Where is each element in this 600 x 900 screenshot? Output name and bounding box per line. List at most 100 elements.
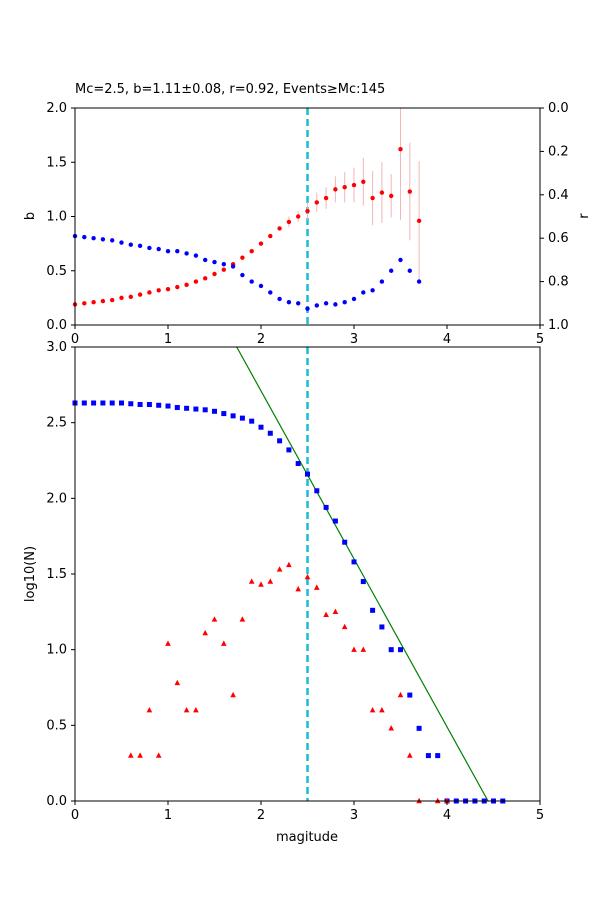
r-value-point — [230, 264, 236, 269]
cumulative-count-point — [239, 415, 245, 421]
cumulative-count-point — [109, 400, 115, 406]
cumulative-count-point — [407, 692, 413, 698]
noncumulative-count-point — [304, 573, 311, 580]
b-value-point — [100, 298, 106, 304]
r-value-point — [370, 288, 375, 293]
y-tick-label: 2.5 — [46, 416, 67, 431]
noncumulative-count-point — [295, 585, 301, 592]
cumulative-count-point — [435, 753, 441, 759]
r-value-point — [407, 268, 412, 273]
right-y-tick-label: 0.2 — [548, 144, 569, 159]
r-value-point — [268, 290, 273, 295]
b-value-point — [91, 300, 96, 305]
noncumulative-count-point — [146, 707, 153, 713]
r-value-point — [240, 272, 245, 278]
x-tick-label: 5 — [536, 332, 544, 347]
cumulative-count-point — [342, 539, 348, 545]
r-value-point — [398, 257, 403, 263]
r-value-point — [286, 300, 292, 305]
b-value-point — [128, 294, 133, 299]
cumulative-count-point — [81, 400, 87, 406]
noncumulative-count-point — [137, 752, 143, 758]
x-tick-label: 2 — [257, 808, 265, 823]
r-value-point — [249, 279, 254, 284]
b-value-point — [323, 195, 329, 201]
b-value-point — [137, 292, 143, 297]
r-value-point — [119, 240, 124, 245]
r-value-point — [323, 301, 329, 306]
x-tick-label: 4 — [443, 808, 451, 823]
cumulative-count-point — [360, 579, 366, 585]
bottom-x-ticks: 0 1 2 3 4 5 — [71, 801, 544, 823]
cumulative-count-point — [146, 402, 152, 408]
b-value-chart: Mc=2.5, b=1.11±0.08, r=0.92, Events≥Mc:1… — [23, 82, 592, 347]
x-tick-label: 4 — [443, 332, 451, 347]
noncumulative-count-point — [128, 752, 134, 758]
r-value-point — [165, 249, 171, 254]
top-y-ticks: 0.0 0.5 1.0 1.5 2.0 — [46, 101, 75, 333]
cumulative-count-point — [128, 401, 134, 407]
noncumulative-count-point — [183, 707, 190, 713]
cumulative-count-point — [416, 725, 422, 731]
right-y-tick-label: 0.0 — [548, 101, 569, 116]
b-value-point — [240, 255, 245, 260]
y-tick-label: 0.5 — [46, 264, 67, 279]
b-value-point — [175, 284, 180, 290]
noncumulative-count-point — [407, 752, 413, 758]
noncumulative-count-point — [323, 611, 329, 618]
b-value-point — [193, 279, 199, 284]
r-value-point — [175, 249, 180, 254]
b-value-point — [296, 214, 301, 219]
cumulative-count-point — [305, 471, 310, 477]
b-value-point — [398, 147, 403, 152]
b-value-point — [389, 193, 394, 199]
y-tick-label: 1.5 — [46, 155, 67, 170]
noncumulative-count-point — [248, 578, 255, 584]
noncumulative-count-point — [314, 584, 320, 590]
cumulative-count-point — [258, 424, 264, 430]
x-tick-label: 3 — [350, 332, 358, 347]
b-value-point — [314, 200, 319, 205]
y-tick-label: 1.5 — [46, 567, 67, 582]
cumulative-count-point — [137, 402, 143, 408]
b-value-point — [249, 249, 254, 254]
cumulative-count-point — [379, 624, 385, 630]
r-value-point — [212, 259, 217, 265]
top-right-y-axis-label: r — [577, 213, 592, 219]
noncumulative-count-point — [267, 578, 274, 584]
cumulative-count-point — [295, 461, 301, 467]
b-value-point — [416, 218, 422, 224]
noncumulative-count-point — [388, 725, 394, 731]
noncumulative-count-point — [351, 646, 357, 652]
noncumulative-count-point — [174, 679, 181, 686]
fit-line — [236, 346, 489, 802]
y-tick-label: 0.0 — [46, 794, 67, 809]
cumulative-count-point — [100, 400, 106, 406]
r-value-point — [91, 236, 96, 241]
y-tick-label: 2.0 — [46, 491, 67, 506]
y-tick-label: 0.5 — [46, 718, 67, 733]
noncumulative-count-point — [332, 608, 339, 615]
b-value-point — [370, 195, 375, 201]
bottom-x-axis-label: magitude — [276, 830, 338, 845]
b-value-point — [82, 301, 87, 306]
cumulative-count-point — [193, 406, 199, 412]
x-tick-label: 0 — [71, 808, 79, 823]
x-tick-label: 2 — [257, 332, 265, 347]
bottom-y-ticks: 0.0 0.5 1.0 1.5 2.0 2.5 3.0 — [46, 340, 75, 809]
y-tick-label: 0.0 — [46, 318, 67, 333]
cumulative-count-point — [388, 647, 394, 653]
cumulative-count-point — [212, 408, 217, 414]
y-tick-label: 1.0 — [46, 210, 67, 225]
b-value-point — [212, 271, 217, 277]
r-value-point — [277, 296, 282, 302]
noncumulative-count-point — [165, 640, 171, 646]
b-value-point — [221, 267, 226, 272]
b-value-point — [156, 288, 161, 293]
r-value-point — [221, 262, 226, 267]
top-plot-area — [72, 108, 422, 325]
chart-title: Mc=2.5, b=1.11±0.08, r=0.92, Events≥Mc:1… — [75, 82, 385, 97]
noncumulative-count-point — [193, 707, 199, 713]
cumulative-count-point — [323, 504, 329, 510]
